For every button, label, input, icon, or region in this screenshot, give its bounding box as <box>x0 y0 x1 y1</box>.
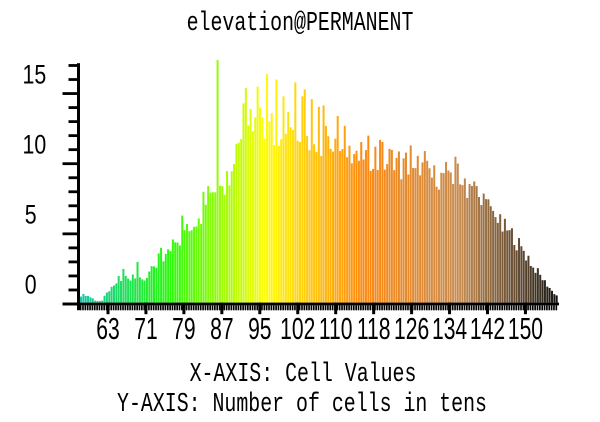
svg-text:0: 0 <box>25 270 37 300</box>
svg-text:95: 95 <box>248 311 271 346</box>
svg-text:Y-AXIS: Number of cells in ten: Y-AXIS: Number of cells in tens <box>117 389 487 420</box>
svg-text:126: 126 <box>394 311 429 346</box>
svg-text:102: 102 <box>280 311 315 346</box>
svg-text:87: 87 <box>210 311 233 346</box>
svg-text:142: 142 <box>470 311 505 346</box>
svg-text:110: 110 <box>319 311 353 346</box>
svg-text:X-AXIS: Cell Values: X-AXIS: Cell Values <box>190 359 417 390</box>
svg-text:71: 71 <box>134 311 157 346</box>
svg-text:63: 63 <box>96 311 119 346</box>
svg-text:79: 79 <box>172 311 195 346</box>
svg-text:5: 5 <box>25 200 37 230</box>
svg-text:150: 150 <box>508 311 543 346</box>
svg-text:15: 15 <box>23 60 47 90</box>
svg-text:elevation@PERMANENT: elevation@PERMANENT <box>187 8 414 39</box>
svg-text:118: 118 <box>357 311 391 346</box>
svg-text:10: 10 <box>23 130 47 160</box>
svg-text:134: 134 <box>432 311 467 346</box>
